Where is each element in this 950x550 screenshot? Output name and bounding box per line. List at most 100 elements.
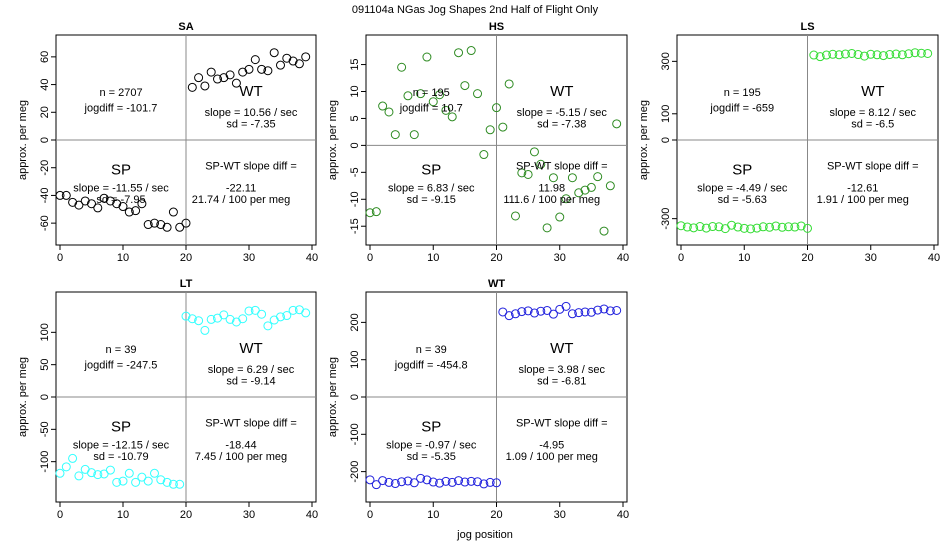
data-point (441, 105, 451, 115)
data-point (162, 222, 172, 232)
sp-label: SP (111, 419, 131, 436)
data-point (397, 62, 407, 72)
data-point (479, 479, 489, 489)
sp-label: SP (421, 162, 441, 179)
sp-label: SP (732, 162, 752, 179)
data-point (74, 200, 84, 210)
wt-sd: sd = -7.35 (226, 118, 275, 130)
x-tick-label: 10 (427, 509, 439, 521)
data-point (739, 223, 749, 233)
data-point (61, 190, 71, 200)
data-point (485, 125, 495, 135)
slope-diff-per-meg: 1.09 / 100 per meg (506, 451, 598, 463)
data-point (708, 222, 718, 232)
y-tick-label: 100 (349, 351, 361, 369)
slope-diff-value: -4.95 (539, 439, 564, 451)
data-point (294, 59, 304, 69)
y-tick-label: 10 (349, 85, 361, 97)
y-tick-label: -50 (39, 421, 51, 437)
figure-x-axis-label: jog position (456, 529, 513, 541)
data-point (187, 314, 197, 324)
y-tick-label: -20 (39, 160, 51, 176)
data-point (219, 310, 229, 320)
wt-label: WT (239, 340, 262, 357)
x-tick-label: 0 (367, 509, 373, 521)
y-tick-label: 300 (660, 52, 672, 70)
data-point (124, 468, 134, 478)
data-point (599, 226, 609, 236)
data-point (746, 224, 756, 234)
data-point (821, 50, 831, 60)
data-point (447, 112, 457, 122)
data-point (733, 222, 743, 232)
data-point (105, 196, 115, 206)
data-point (689, 223, 699, 233)
data-point (168, 207, 178, 217)
data-point (916, 48, 926, 58)
data-point (87, 468, 96, 478)
data-point (131, 477, 141, 487)
panel-title: LT (180, 278, 193, 290)
data-point (244, 306, 254, 316)
data-point (181, 218, 191, 228)
data-point (593, 305, 603, 315)
data-point (548, 173, 558, 183)
data-point (682, 222, 692, 232)
y-axis-label: approx. per meg (638, 100, 650, 180)
data-point (529, 308, 539, 318)
data-point (454, 476, 464, 486)
data-point (131, 206, 141, 216)
data-point (580, 185, 590, 195)
data-point (213, 74, 222, 84)
data-point (137, 472, 147, 482)
data-point (263, 321, 273, 331)
sp-slope: slope = -4.49 / sec (697, 182, 788, 194)
slope-diff-per-meg: 7.45 / 100 per meg (195, 451, 287, 463)
data-point (555, 212, 565, 222)
x-tick-label: 30 (243, 509, 255, 521)
panel-ls: LS 0 10 20 30 40 -300 0 100 300 approx. per meg n =… (638, 21, 940, 264)
data-point (796, 221, 806, 231)
data-point (257, 64, 267, 74)
y-tick-label: -5 (349, 167, 361, 177)
wt-label: WT (239, 83, 262, 100)
data-point (250, 305, 260, 315)
y-tick-label: 40 (39, 78, 51, 90)
data-point (105, 465, 115, 475)
slope-diff-label: SP-WT slope diff = (516, 417, 608, 429)
data-point (68, 197, 78, 207)
y-tick-label: 0 (39, 394, 51, 400)
data-point (118, 202, 128, 212)
data-point (866, 49, 876, 59)
data-point (181, 311, 191, 321)
panel-title: HS (489, 21, 504, 33)
data-point (74, 471, 84, 481)
sp-sd: sd = -5.35 (407, 451, 456, 463)
data-point (517, 307, 527, 317)
data-point (61, 462, 71, 472)
data-point (244, 64, 254, 74)
data-point (891, 49, 901, 59)
data-point (612, 305, 622, 315)
slope-diff-label: SP-WT slope diff = (205, 160, 297, 172)
panel-title: LS (800, 21, 814, 33)
data-point (187, 82, 197, 92)
data-point (523, 169, 533, 179)
data-point (853, 50, 863, 60)
data-point (416, 473, 426, 483)
slope-diff-label: SP-WT slope diff = (516, 160, 608, 172)
x-tick-label: 40 (306, 252, 318, 264)
y-tick-label: -100 (349, 423, 361, 445)
data-point (397, 477, 407, 487)
data-point (574, 188, 584, 198)
data-point (847, 48, 857, 58)
data-point (510, 211, 520, 221)
data-point (542, 223, 552, 233)
data-point (99, 469, 109, 479)
data-point (416, 89, 426, 99)
data-point (574, 308, 584, 318)
data-point (567, 309, 577, 319)
data-point (276, 312, 285, 322)
data-point (612, 119, 622, 129)
data-point (282, 53, 292, 63)
